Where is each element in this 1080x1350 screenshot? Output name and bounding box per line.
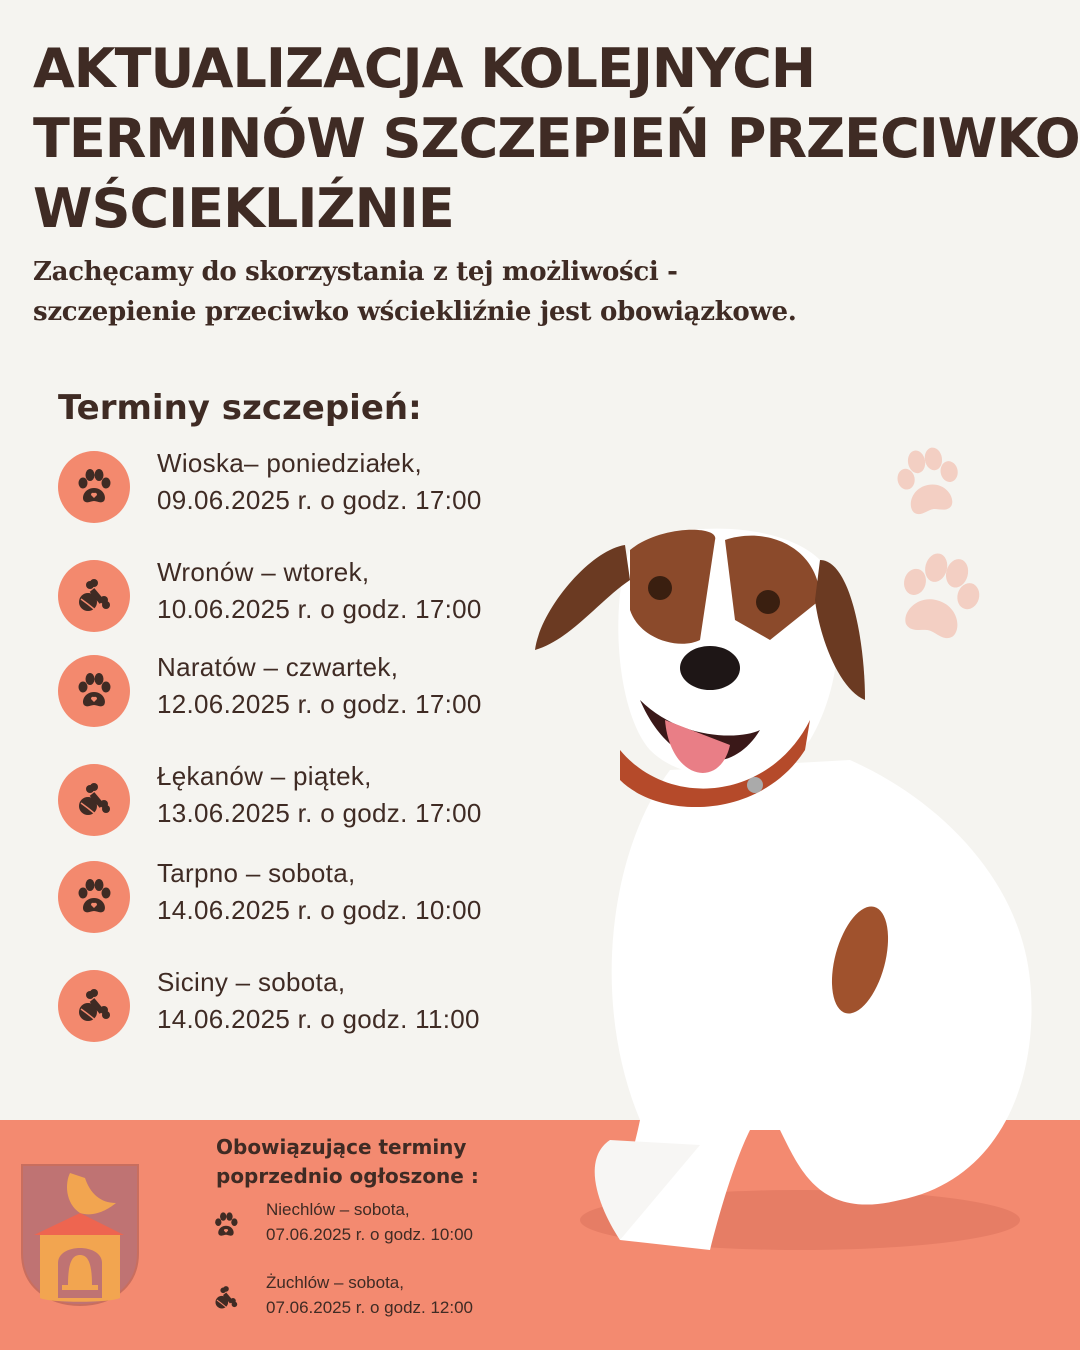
entry-location: Niechlów – sobota, — [266, 1200, 410, 1219]
entry-date: 07.06.2025 r. o godz. 10:00 — [266, 1225, 474, 1244]
previous-heading-line: poprzednio ogłoszone : — [216, 1164, 479, 1188]
page-title: AKTUALIZACJA KOLEJNYCH TERMINÓW SZCZEPIE… — [33, 34, 1080, 244]
bone-ball-icon — [74, 576, 114, 616]
previous-heading-line: Obowiązujące terminy — [216, 1135, 467, 1159]
entry-location: Wronów – wtorek, — [157, 557, 370, 587]
bone-ball-icon-badge — [58, 970, 130, 1042]
schedule-entry-text: Łękanów – piątek, 13.06.2025 r. o godz. 1… — [157, 758, 482, 832]
entry-date: 07.06.2025 r. o godz. 12:00 — [266, 1298, 474, 1317]
paw-icon — [215, 1212, 238, 1236]
subtitle-line: szczepienie przeciwko wściekliźnie jest … — [33, 297, 797, 327]
schedule-entry: Tarpno – sobota, 14.06.2025 r. o godz. 10… — [58, 858, 538, 941]
previous-entry-text: Niechlów – sobota, 07.06.2025 r. o godz. … — [266, 1197, 473, 1247]
entry-date: 09.06.2025 r. o godz. 17:00 — [157, 485, 482, 515]
schedule-entry-text: Naratów – czwartek, 12.06.2025 r. o godz.… — [157, 649, 482, 723]
schedule-entry: Wronów – wtorek, 10.06.2025 r. o godz. 17… — [58, 557, 538, 640]
entry-location: Łękanów – piątek, — [157, 761, 372, 791]
bone-ball-icon-badge — [58, 764, 130, 836]
bone-ball-icon-badge — [58, 560, 130, 632]
paw-icon — [78, 469, 111, 503]
entry-date: 14.06.2025 r. o godz. 10:00 — [157, 895, 482, 925]
bone-ball-icon — [212, 1284, 240, 1312]
title-line: WŚCIEKLIŹNIE — [33, 177, 455, 240]
paw-icon-badge — [58, 655, 130, 727]
previous-heading: Obowiązujące terminy poprzednio ogłoszon… — [216, 1133, 479, 1191]
decorative-paw-icon — [897, 447, 958, 515]
schedule-entry-text: Wioska– poniedziałek, 09.06.2025 r. o god… — [157, 445, 482, 519]
bone-ball-icon — [74, 780, 114, 820]
entry-date: 12.06.2025 r. o godz. 17:00 — [157, 689, 482, 719]
schedule-heading: Terminy szczepień: — [58, 388, 422, 428]
decorative-paw-icon — [904, 553, 980, 639]
entry-date: 13.06.2025 r. o godz. 17:00 — [157, 798, 482, 828]
previous-entry-text: Żuchlów – sobota, 07.06.2025 r. o godz. 1… — [266, 1270, 473, 1320]
schedule-entry-text: Tarpno – sobota, 14.06.2025 r. o godz. 10… — [157, 855, 482, 929]
subtitle-line: Zachęcamy do skorzystania z tej możliwoś… — [33, 257, 678, 287]
entry-location: Tarpno – sobota, — [157, 858, 356, 888]
schedule-entry-text: Wronów – wtorek, 10.06.2025 r. o godz. 17… — [157, 554, 482, 628]
bone-ball-icon — [74, 986, 114, 1026]
schedule-entry: Naratów – czwartek, 12.06.2025 r. o godz.… — [58, 652, 538, 735]
entry-location: Żuchlów – sobota, — [266, 1273, 404, 1292]
paw-icon-badge — [58, 861, 130, 933]
title-line: TERMINÓW SZCZEPIEŃ PRZECIWKO — [33, 107, 1080, 170]
schedule-entry: Łękanów – piątek, 13.06.2025 r. o godz. 1… — [58, 761, 538, 844]
paw-icon-badge — [58, 451, 130, 523]
entry-date: 14.06.2025 r. o godz. 11:00 — [157, 1004, 480, 1034]
dog-photo — [535, 528, 1032, 1250]
entry-location: Wioska– poniedziałek, — [157, 448, 422, 478]
paw-icon — [78, 879, 111, 913]
schedule-entry: Siciny – sobota, 14.06.2025 r. o godz. 11… — [58, 967, 538, 1050]
coat-of-arms-logo — [21, 1164, 139, 1307]
schedule-entry-text: Siciny – sobota, 14.06.2025 r. o godz. 11… — [157, 964, 480, 1038]
entry-location: Siciny – sobota, — [157, 967, 346, 997]
entry-location: Naratów – czwartek, — [157, 652, 399, 682]
schedule-entry: Wioska– poniedziałek, 09.06.2025 r. o god… — [58, 448, 538, 531]
subtitle: Zachęcamy do skorzystania z tej możliwoś… — [33, 252, 797, 332]
paw-icon — [78, 673, 111, 707]
title-line: AKTUALIZACJA KOLEJNYCH — [33, 37, 816, 100]
entry-date: 10.06.2025 r. o godz. 17:00 — [157, 594, 482, 624]
